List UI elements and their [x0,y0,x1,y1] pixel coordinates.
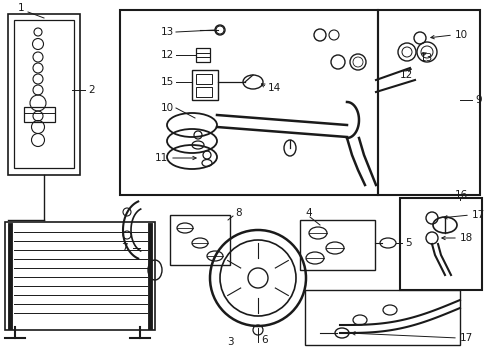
Text: 10: 10 [454,30,467,40]
Text: 6: 6 [261,335,268,345]
Bar [377,10,479,195]
Bar [14,20,74,168]
Text: 4: 4 [305,208,311,218]
Bar [196,74,212,84]
Text: 13: 13 [419,53,432,63]
Text: 13: 13 [161,27,174,37]
Bar [170,215,229,265]
Bar [305,290,459,345]
Bar [8,14,80,175]
Text: 7: 7 [121,243,128,253]
Bar [120,10,377,195]
Text: 10: 10 [161,103,174,113]
Text: 3: 3 [226,337,233,347]
Text: 12: 12 [399,70,412,80]
Bar [299,220,374,270]
Bar [5,222,155,330]
Bar [196,48,209,62]
Text: 11: 11 [154,153,168,163]
Text: 8: 8 [235,208,241,218]
Text: 9: 9 [474,95,481,105]
Text: 16: 16 [454,190,468,200]
Text: 15: 15 [161,77,174,87]
Text: 1: 1 [18,3,24,13]
Text: 2: 2 [88,85,95,95]
Text: 18: 18 [459,233,472,243]
Text: 17: 17 [459,333,472,343]
Text: 14: 14 [267,83,281,93]
Text: 17: 17 [471,210,484,220]
Text: 5: 5 [404,238,411,248]
Bar [192,70,218,100]
Bar [196,87,212,97]
Bar [399,198,481,290]
Text: 12: 12 [161,50,174,60]
Bar [24,107,55,122]
